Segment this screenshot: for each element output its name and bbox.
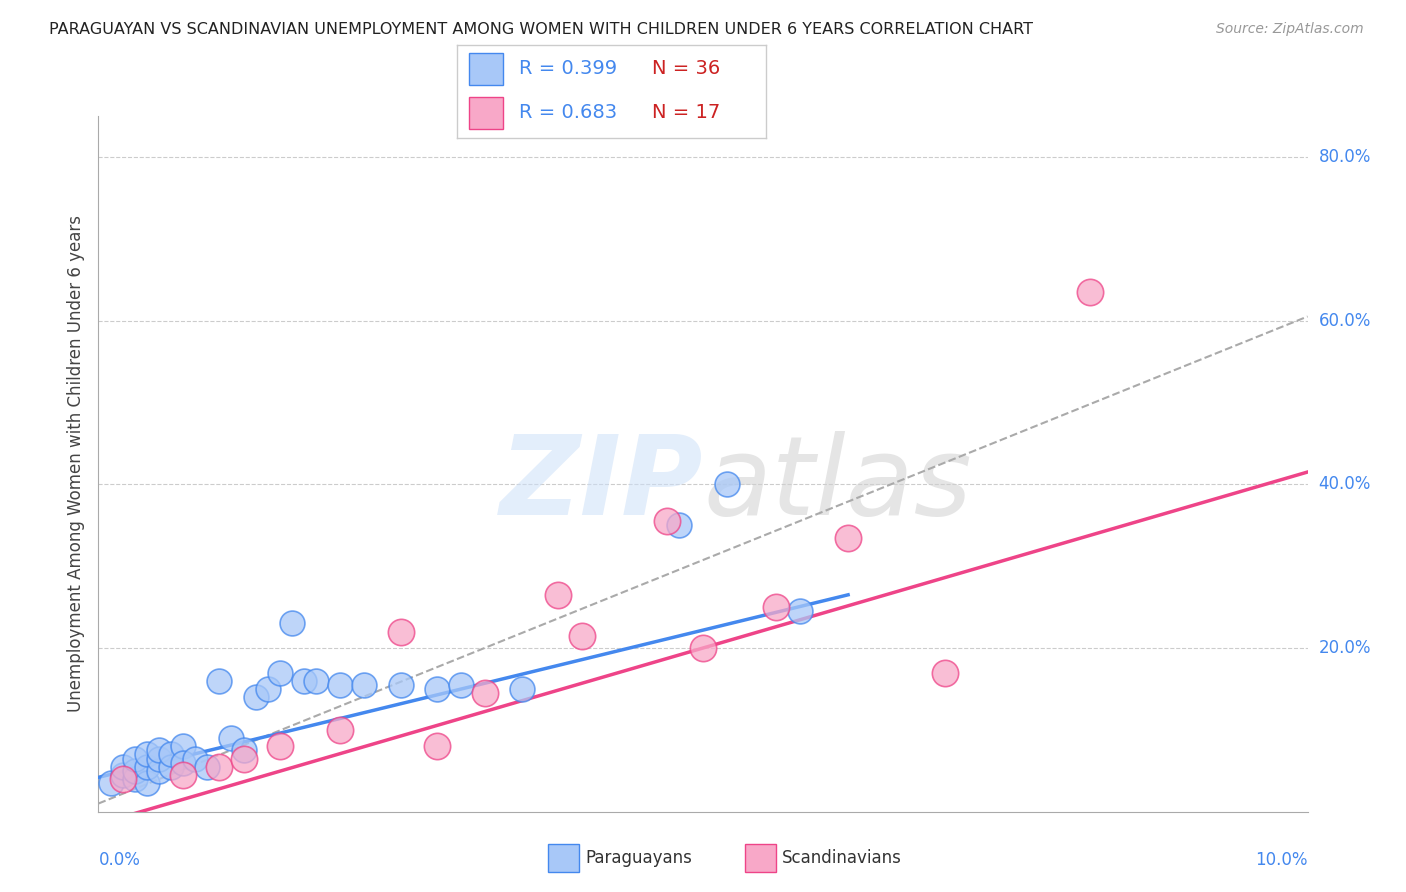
Point (245, 690, 267, 705)
Point (184, 751, 207, 765)
Text: N = 17: N = 17 (652, 103, 720, 121)
Point (765, 600, 787, 615)
Point (269, 665, 291, 680)
Text: 40.0%: 40.0% (1319, 475, 1371, 493)
Point (160, 760, 183, 774)
Point (281, 616, 304, 631)
Point (172, 739, 194, 754)
Y-axis label: Unemployment Among Women with Children Under 6 years: Unemployment Among Women with Children U… (66, 215, 84, 713)
Text: Scandinavians: Scandinavians (782, 849, 901, 867)
Point (124, 751, 146, 765)
Point (934, 665, 956, 680)
Point (305, 673, 328, 688)
Point (111, 760, 134, 774)
FancyBboxPatch shape (470, 53, 503, 85)
Text: Source: ZipAtlas.com: Source: ZipAtlas.com (1216, 22, 1364, 37)
Point (353, 678, 375, 692)
Point (124, 764, 146, 778)
Point (100, 776, 122, 790)
Point (172, 756, 194, 770)
Point (389, 678, 412, 692)
Point (135, 760, 157, 774)
Point (135, 776, 157, 790)
Point (789, 604, 811, 618)
Text: 60.0%: 60.0% (1319, 311, 1371, 330)
Point (1078, 285, 1101, 299)
Point (510, 681, 533, 696)
Text: 80.0%: 80.0% (1319, 148, 1371, 166)
Text: atlas: atlas (703, 431, 972, 538)
Point (426, 681, 449, 696)
Point (655, 514, 678, 528)
Point (292, 673, 315, 688)
Point (426, 739, 449, 754)
Point (208, 673, 231, 688)
Point (668, 518, 690, 533)
Point (571, 629, 593, 643)
Point (256, 681, 278, 696)
Point (135, 747, 157, 762)
Text: N = 36: N = 36 (652, 60, 720, 78)
Point (148, 751, 170, 765)
Point (269, 739, 291, 754)
Point (329, 723, 352, 737)
Text: R = 0.399: R = 0.399 (519, 60, 617, 78)
Point (208, 760, 231, 774)
Point (716, 477, 738, 491)
Point (232, 743, 254, 757)
Point (450, 678, 472, 692)
Point (111, 772, 134, 786)
Point (160, 747, 183, 762)
Text: 0.0%: 0.0% (98, 851, 141, 869)
Point (148, 764, 170, 778)
Point (195, 760, 218, 774)
Text: PARAGUAYAN VS SCANDINAVIAN UNEMPLOYMENT AMONG WOMEN WITH CHILDREN UNDER 6 YEARS : PARAGUAYAN VS SCANDINAVIAN UNEMPLOYMENT … (49, 22, 1033, 37)
Text: R = 0.683: R = 0.683 (519, 103, 617, 121)
Point (148, 743, 170, 757)
Point (547, 588, 569, 602)
Point (124, 772, 146, 786)
Text: ZIP: ZIP (499, 431, 703, 538)
Point (221, 731, 243, 745)
Point (172, 768, 194, 782)
Text: 10.0%: 10.0% (1256, 851, 1308, 869)
Text: 20.0%: 20.0% (1319, 639, 1371, 657)
FancyBboxPatch shape (470, 97, 503, 129)
Text: Paraguayans: Paraguayans (585, 849, 692, 867)
Point (837, 531, 859, 545)
Point (232, 751, 254, 765)
Point (389, 624, 412, 639)
Point (329, 678, 352, 692)
Point (111, 768, 134, 782)
Point (474, 686, 496, 700)
Point (692, 640, 714, 655)
